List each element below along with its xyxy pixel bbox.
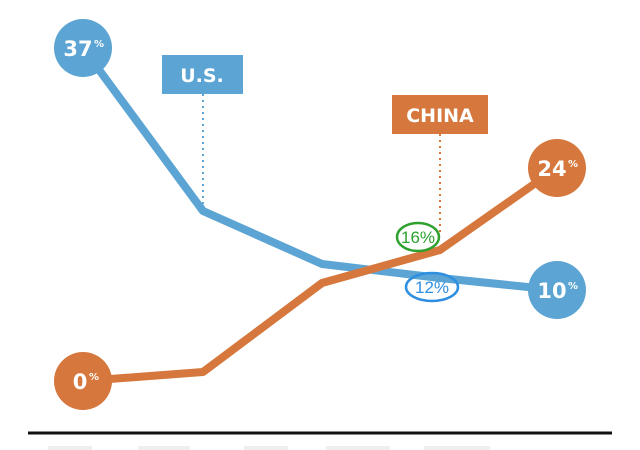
china-label-box: CHINA — [392, 95, 488, 134]
svg-text:%: % — [568, 281, 578, 292]
svg-text:10: 10 — [537, 279, 566, 303]
x-axis-tick-labels — [48, 446, 490, 450]
svg-text:%: % — [568, 159, 578, 170]
svg-text:37: 37 — [63, 37, 92, 61]
us-12-annotation: 12% — [404, 271, 460, 303]
svg-text:%: % — [89, 372, 99, 383]
china-series-line — [79, 164, 561, 385]
china-start-bubble: 0 % — [54, 352, 112, 410]
china-end-bubble: 24 % — [528, 139, 586, 197]
svg-text:12%: 12% — [415, 278, 449, 297]
us-end-bubble: 10 % — [528, 261, 586, 319]
svg-text:16%: 16% — [401, 228, 435, 247]
us-series-line — [79, 44, 561, 294]
svg-text:24: 24 — [537, 157, 566, 181]
svg-text:CHINA: CHINA — [406, 105, 474, 127]
us-label-box: U.S. — [162, 55, 243, 94]
svg-text:%: % — [94, 39, 104, 50]
svg-text:U.S.: U.S. — [180, 65, 224, 87]
china-16-annotation: 16% — [395, 221, 441, 253]
us-start-bubble: 37 % — [54, 19, 112, 77]
svg-text:0: 0 — [73, 370, 88, 394]
